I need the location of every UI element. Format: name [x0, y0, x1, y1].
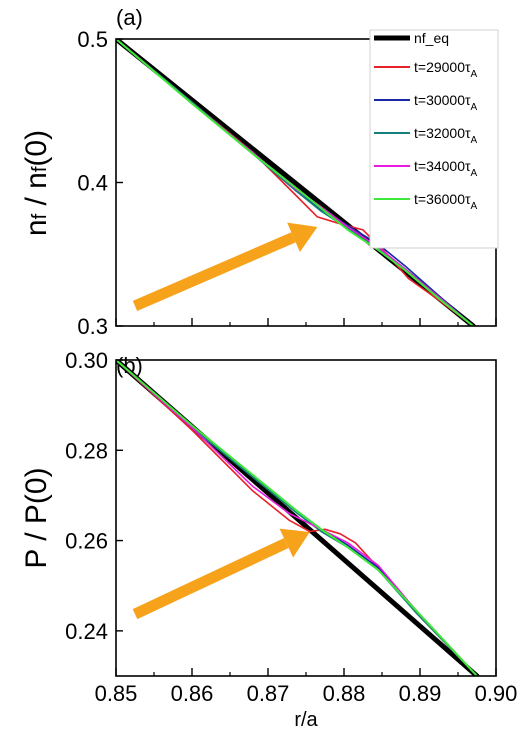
panel-a-ticks — [115, 38, 497, 327]
legend-label-4: t=34000τA — [414, 158, 478, 179]
ytick-label-b-0: 0.24 — [65, 619, 108, 644]
ytick-label-a-1: 0.4 — [77, 171, 108, 196]
ytick-label-b-1: 0.26 — [65, 529, 108, 554]
xtick-label-1: 0.86 — [171, 681, 214, 706]
legend-label-2: t=30000τA — [414, 92, 478, 113]
ytick-label-b-2: 0.28 — [65, 438, 108, 463]
ytick-label-a-2: 0.5 — [77, 27, 108, 52]
panel-a-tag: (a) — [116, 5, 143, 30]
panel-b-xtick-labels: 0.85 0.86 0.87 0.88 0.89 0.90 — [95, 681, 518, 706]
series-line-a-5 — [116, 39, 475, 326]
arrow-head-b — [279, 528, 310, 558]
legend-label-0: nf_eq — [414, 30, 449, 46]
arrow-head-a — [287, 222, 318, 252]
panel-b-arrow — [132, 528, 310, 620]
legend: nf_eq t=29000τA t=30000τA t=32000τA t=34000τ… — [369, 29, 499, 249]
ytick-label-a-0: 0.3 — [77, 314, 108, 339]
panel-b-ylabel: P / P(0) — [20, 467, 53, 568]
legend-label-3: t=32000τA — [414, 125, 478, 146]
panel-a: (a) 0.3 0.4 0.5 nf / nf(0) nf_eq t=29000τA t… — [20, 5, 499, 339]
xtick-label-3: 0.88 — [323, 681, 366, 706]
legend-label-5: t=36000τA — [414, 191, 478, 212]
xtick-label-2: 0.87 — [247, 681, 290, 706]
legend-label-1: t=29000τA — [414, 59, 478, 80]
arrow-shaft-b — [132, 538, 289, 620]
series-line-b-5 — [116, 360, 478, 676]
xtick-label-4: 0.89 — [399, 681, 442, 706]
xtick-label-5: 0.90 — [475, 681, 518, 706]
panel-a-ytick-labels: 0.3 0.4 0.5 — [77, 27, 108, 339]
xtick-label-0: 0.85 — [95, 681, 138, 706]
panel-b-xlabel: r/a — [294, 709, 318, 731]
arrow-shaft-a — [132, 232, 296, 311]
panel-b: (b) 0.240.260.280.30 0.85 0.86 0.87 0.88 0.8… — [20, 348, 517, 731]
panel-b-series — [116, 360, 480, 676]
panel-b-ticks — [115, 359, 497, 676]
panel-a-arrow — [132, 222, 318, 311]
ytick-label-b-3: 0.30 — [65, 348, 108, 373]
panel-a-series — [116, 39, 476, 326]
panel-b-ytick-labels: 0.24 0.26 0.28 0.30 — [65, 348, 108, 644]
panel-a-ylabel: nf / nf(0) — [20, 130, 53, 236]
legend-items: nf_eq t=29000τA t=30000τA t=32000τA t=34000τ… — [374, 30, 478, 212]
